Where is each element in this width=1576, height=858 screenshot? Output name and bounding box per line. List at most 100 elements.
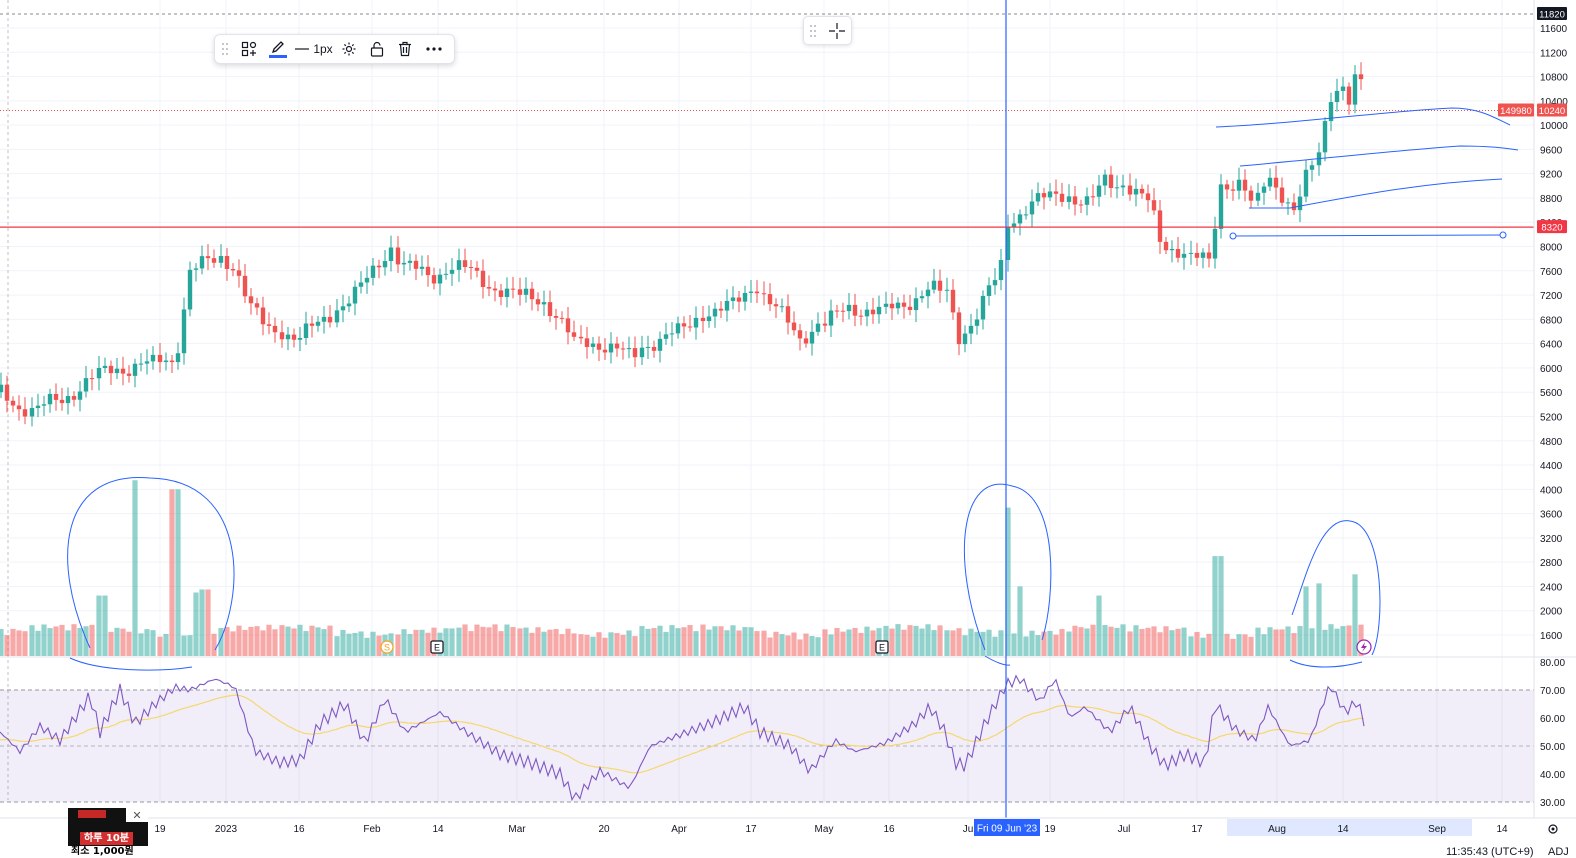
high-price-label-text: 11820 [1539, 10, 1565, 21]
volume-bar [53, 626, 59, 656]
volume-bar [901, 629, 907, 656]
volume-bar [126, 631, 132, 656]
settings-icon[interactable] [335, 35, 363, 63]
volume-bar [809, 636, 815, 656]
volume-bar [1224, 633, 1230, 656]
rsi-pane [0, 656, 1576, 803]
volume-bar [1127, 631, 1133, 656]
volume-bar [504, 624, 510, 656]
candle-body [16, 405, 22, 410]
volume-bar [517, 628, 523, 656]
candle-body [248, 296, 254, 304]
volume-bar [1248, 636, 1254, 656]
candle-body [77, 391, 83, 400]
candle-body [584, 338, 590, 347]
more-icon[interactable] [419, 35, 449, 63]
candle-body [1358, 74, 1364, 80]
volume-bar [1084, 628, 1090, 656]
candle-body [1255, 192, 1261, 201]
trash-icon[interactable] [391, 35, 419, 63]
crosshair-icon[interactable] [828, 22, 846, 40]
candle-body [242, 275, 248, 297]
candle-body [834, 310, 840, 312]
close-icon[interactable]: ✕ [126, 808, 148, 822]
adj-toggle[interactable]: ADJ [1548, 846, 1569, 858]
candle-body [718, 308, 724, 311]
volume-bar [1242, 634, 1248, 656]
templates-icon[interactable] [235, 35, 263, 63]
volume-bar [834, 628, 840, 656]
candle-body [815, 323, 821, 332]
crosshair-widget[interactable] [803, 16, 852, 45]
candle-body [138, 363, 144, 365]
volume-bar [1108, 626, 1114, 656]
candle-body [529, 288, 535, 300]
candle-body [218, 255, 224, 263]
drag-handle-icon[interactable] [215, 35, 235, 63]
line-width-label: 1px [313, 42, 333, 56]
volume-bar [944, 630, 950, 656]
volume-value-label-text: 149980 [1500, 106, 1532, 117]
candle-body [523, 288, 529, 295]
volume-bar [742, 627, 748, 656]
candle-body [431, 275, 437, 284]
volume-bar [748, 627, 754, 656]
volume-bar [718, 626, 724, 656]
freehand-drawing [67, 477, 235, 651]
candle-body [1181, 253, 1187, 258]
volume-bar [1230, 638, 1236, 656]
volume-bar [358, 631, 364, 656]
volume-bar [992, 636, 998, 656]
time-tick-label: Sep [1428, 824, 1446, 835]
candle-body [645, 346, 651, 348]
candle-body [1175, 248, 1181, 258]
advertisement-banner[interactable]: ✕ 하루 10분 최소 1,000원 [68, 808, 148, 857]
candle-body [1200, 252, 1206, 258]
line-width-button[interactable]: 1px [293, 35, 335, 63]
candle-body [907, 306, 913, 311]
rsi-tick-label: 40.00 [1540, 770, 1565, 781]
candle-body [291, 334, 297, 340]
lock-icon[interactable] [363, 35, 391, 63]
candle-body [65, 396, 71, 404]
current-price-label: 10240 [1537, 103, 1567, 117]
candle-body [541, 302, 547, 305]
freehand-drawing [1249, 178, 1503, 209]
earnings-marker-label: E [434, 643, 440, 653]
volume-bar [193, 592, 199, 656]
ad-subline: 최소 1,000원 [68, 846, 148, 857]
volume-bar [35, 630, 41, 656]
candle-body [974, 319, 980, 326]
volume-bar [29, 625, 35, 656]
trend-line [1232, 234, 1504, 237]
trend-line-handle [1499, 231, 1507, 239]
candle-body [1023, 214, 1029, 216]
candle-body [1133, 188, 1139, 195]
axis-settings-icon [1548, 824, 1558, 834]
candle-body [10, 400, 16, 406]
candle-body [1029, 201, 1035, 215]
volume-bar [602, 637, 608, 656]
drag-handle-icon[interactable] [809, 24, 817, 38]
volume-bar [767, 637, 773, 656]
candle-body [321, 316, 327, 322]
volume-bar [321, 629, 327, 656]
candle-body [626, 348, 632, 350]
volume-bar [675, 628, 681, 656]
volume-bar [1188, 636, 1194, 656]
volume-bar [1200, 637, 1206, 656]
pen-color-button[interactable] [263, 35, 293, 63]
volume-bar [1316, 583, 1322, 656]
candle-body [632, 348, 638, 358]
candle-body [388, 247, 394, 262]
volume-bar [309, 625, 315, 656]
volume-bar [59, 624, 65, 656]
volume-bar [925, 624, 931, 656]
candle-body [376, 265, 382, 268]
volume-bar [913, 625, 919, 656]
volume-bar [1102, 625, 1108, 656]
candle-body [297, 337, 303, 340]
volume-bar [706, 629, 712, 656]
volume-bar [498, 631, 504, 656]
